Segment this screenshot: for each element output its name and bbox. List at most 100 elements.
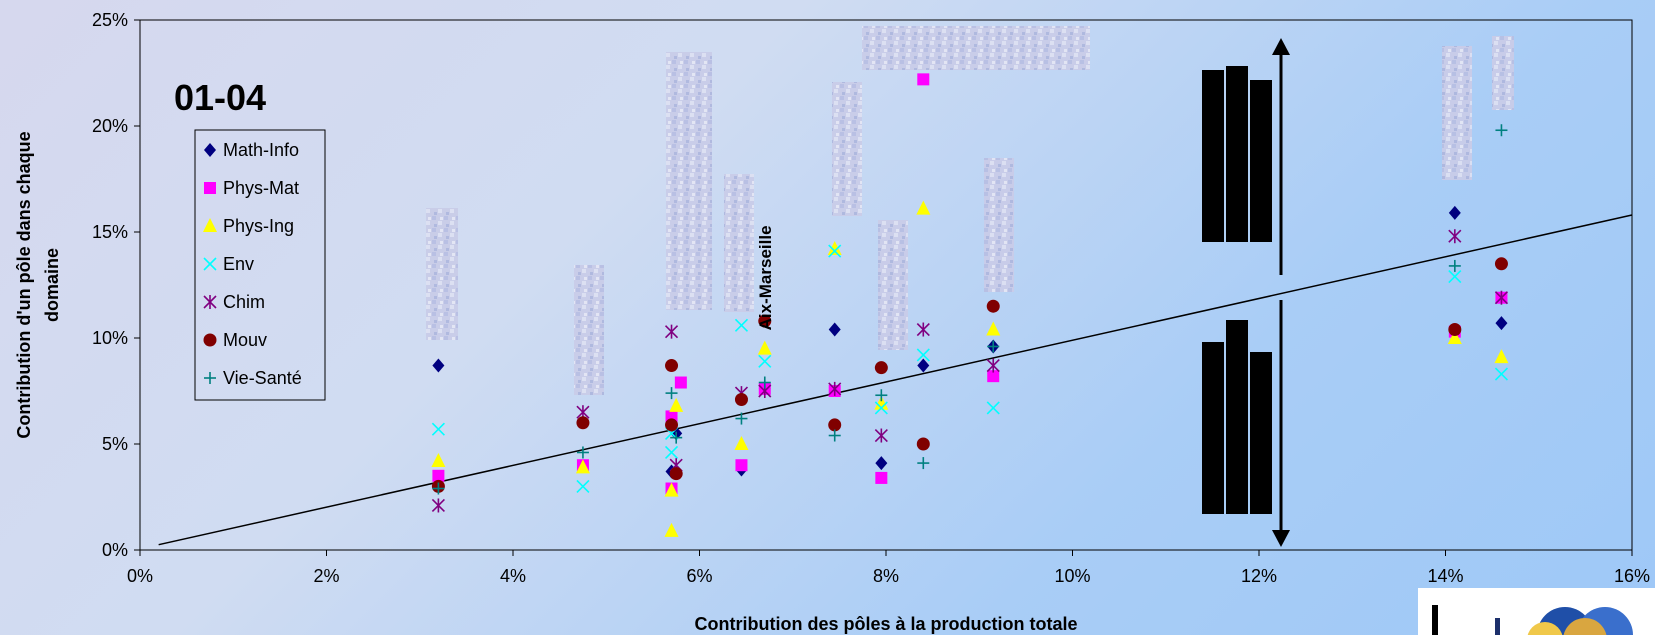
point-chim [431, 498, 445, 513]
legend-label-vie-sant-: Vie-Santé [223, 368, 302, 388]
point-env [1448, 269, 1462, 284]
data-points [431, 73, 1509, 537]
legend-marker-vie-sant- [204, 372, 216, 384]
occluding-patch [878, 220, 908, 350]
y-axis-title: Contribution d'un pôle dans chaque domai… [14, 131, 62, 438]
x-tick-label: 12% [1241, 566, 1277, 586]
occluding-patch [724, 174, 754, 312]
black-block [1226, 320, 1248, 514]
legend-marker-math-info [204, 143, 216, 157]
y-tick-label: 10% [92, 328, 128, 348]
double-arrow [1272, 38, 1290, 547]
y-tick-label: 15% [92, 222, 128, 242]
y-tick-label: 5% [102, 434, 128, 454]
y-axis-title-line-2: domaine [42, 248, 62, 322]
y-tick-label: 25% [92, 10, 128, 30]
point-mouv [665, 359, 679, 373]
legend-label-env: Env [223, 254, 254, 274]
legend-marker-env [203, 257, 217, 271]
occluding-patch [984, 158, 1014, 292]
legend-label-phys-ing: Phys-Ing [223, 216, 294, 236]
point-vie-sant- [576, 446, 589, 459]
x-tick-label: 14% [1427, 566, 1463, 586]
point-phys-ing [1494, 349, 1509, 364]
point-mouv [986, 299, 1000, 313]
point-chim [1448, 229, 1462, 244]
point-phys-mat [917, 73, 930, 86]
point-math-info [432, 358, 445, 373]
x-tick-label: 16% [1614, 566, 1650, 586]
point-env [734, 318, 749, 332]
point-chim [916, 322, 930, 337]
x-tick-label: 8% [873, 566, 899, 586]
point-mouv [576, 416, 590, 430]
point-mouv [916, 437, 930, 451]
point-env [431, 422, 445, 436]
point-vie-sant- [665, 387, 678, 400]
point-mouv [1448, 323, 1462, 337]
point-phys-ing [757, 340, 772, 355]
point-chim [986, 358, 1000, 373]
point-phys-ing [874, 395, 889, 410]
point-math-info [828, 322, 841, 337]
point-mouv [758, 314, 772, 328]
point-phys-mat [987, 370, 1000, 383]
point-math-info [875, 456, 888, 471]
x-axis: 0% 2% 4% 6% 8% 10% 12% 14% 16% [127, 550, 1650, 586]
point-env [664, 445, 679, 460]
point-env [916, 348, 930, 362]
occluding-patch [862, 26, 1090, 70]
occluding-patch [1492, 36, 1514, 110]
point-mouv [874, 361, 888, 375]
point-mouv [665, 418, 679, 432]
point-chim [828, 381, 842, 396]
point-vie-sant- [670, 431, 683, 444]
x-tick-label: 4% [500, 566, 526, 586]
black-block [1250, 352, 1272, 514]
legend-label-phys-mat: Phys-Mat [223, 178, 299, 198]
x-tick-label: 2% [313, 566, 339, 586]
point-vie-sant- [758, 376, 771, 389]
logo [1418, 588, 1655, 635]
point-phys-ing [664, 482, 679, 497]
point-chim [664, 324, 679, 339]
y-axis-title-line-1: Contribution d'un pôle dans chaque [14, 131, 34, 438]
point-phys-ing [431, 452, 446, 467]
legend-marker-chim [203, 295, 217, 309]
point-math-info [917, 358, 930, 373]
trend-line [158, 214, 1633, 546]
legend-marker-phys-ing [203, 218, 217, 232]
legend-label-mouv: Mouv [223, 330, 267, 350]
y-tick-label: 20% [92, 116, 128, 136]
point-vie-sant- [987, 340, 1000, 353]
x-tick-label: 0% [127, 566, 153, 586]
point-env [758, 354, 772, 368]
point-mouv [828, 418, 842, 432]
x-axis-title: Contribution des pôles à la production t… [694, 614, 1077, 634]
occluding-patch [426, 208, 458, 340]
point-vie-sant- [735, 412, 748, 425]
point-phys-ing [1447, 330, 1462, 344]
point-env [986, 401, 1000, 415]
point-chim [874, 428, 888, 443]
point-mouv [734, 392, 748, 406]
point-vie-sant- [917, 457, 930, 470]
point-mouv [669, 467, 683, 481]
point-phys-ing [916, 200, 931, 215]
occluding-patch [666, 52, 712, 310]
legend-marker-phys-mat [204, 182, 216, 194]
point-vie-sant- [432, 482, 445, 495]
legend-marker-mouv [203, 333, 217, 347]
point-phys-mat [735, 459, 748, 472]
legend-label-chim: Chim [223, 292, 265, 312]
point-mouv [1494, 257, 1508, 271]
point-env [874, 401, 888, 415]
x-tick-label: 10% [1054, 566, 1090, 586]
occluding-patch [832, 82, 862, 216]
point-phys-mat [875, 471, 888, 484]
point-vie-sant- [875, 389, 888, 402]
point-phys-mat [674, 376, 687, 389]
panel-label: 01-04 [174, 77, 266, 118]
legend-label-math-info: Math-Info [223, 140, 299, 160]
